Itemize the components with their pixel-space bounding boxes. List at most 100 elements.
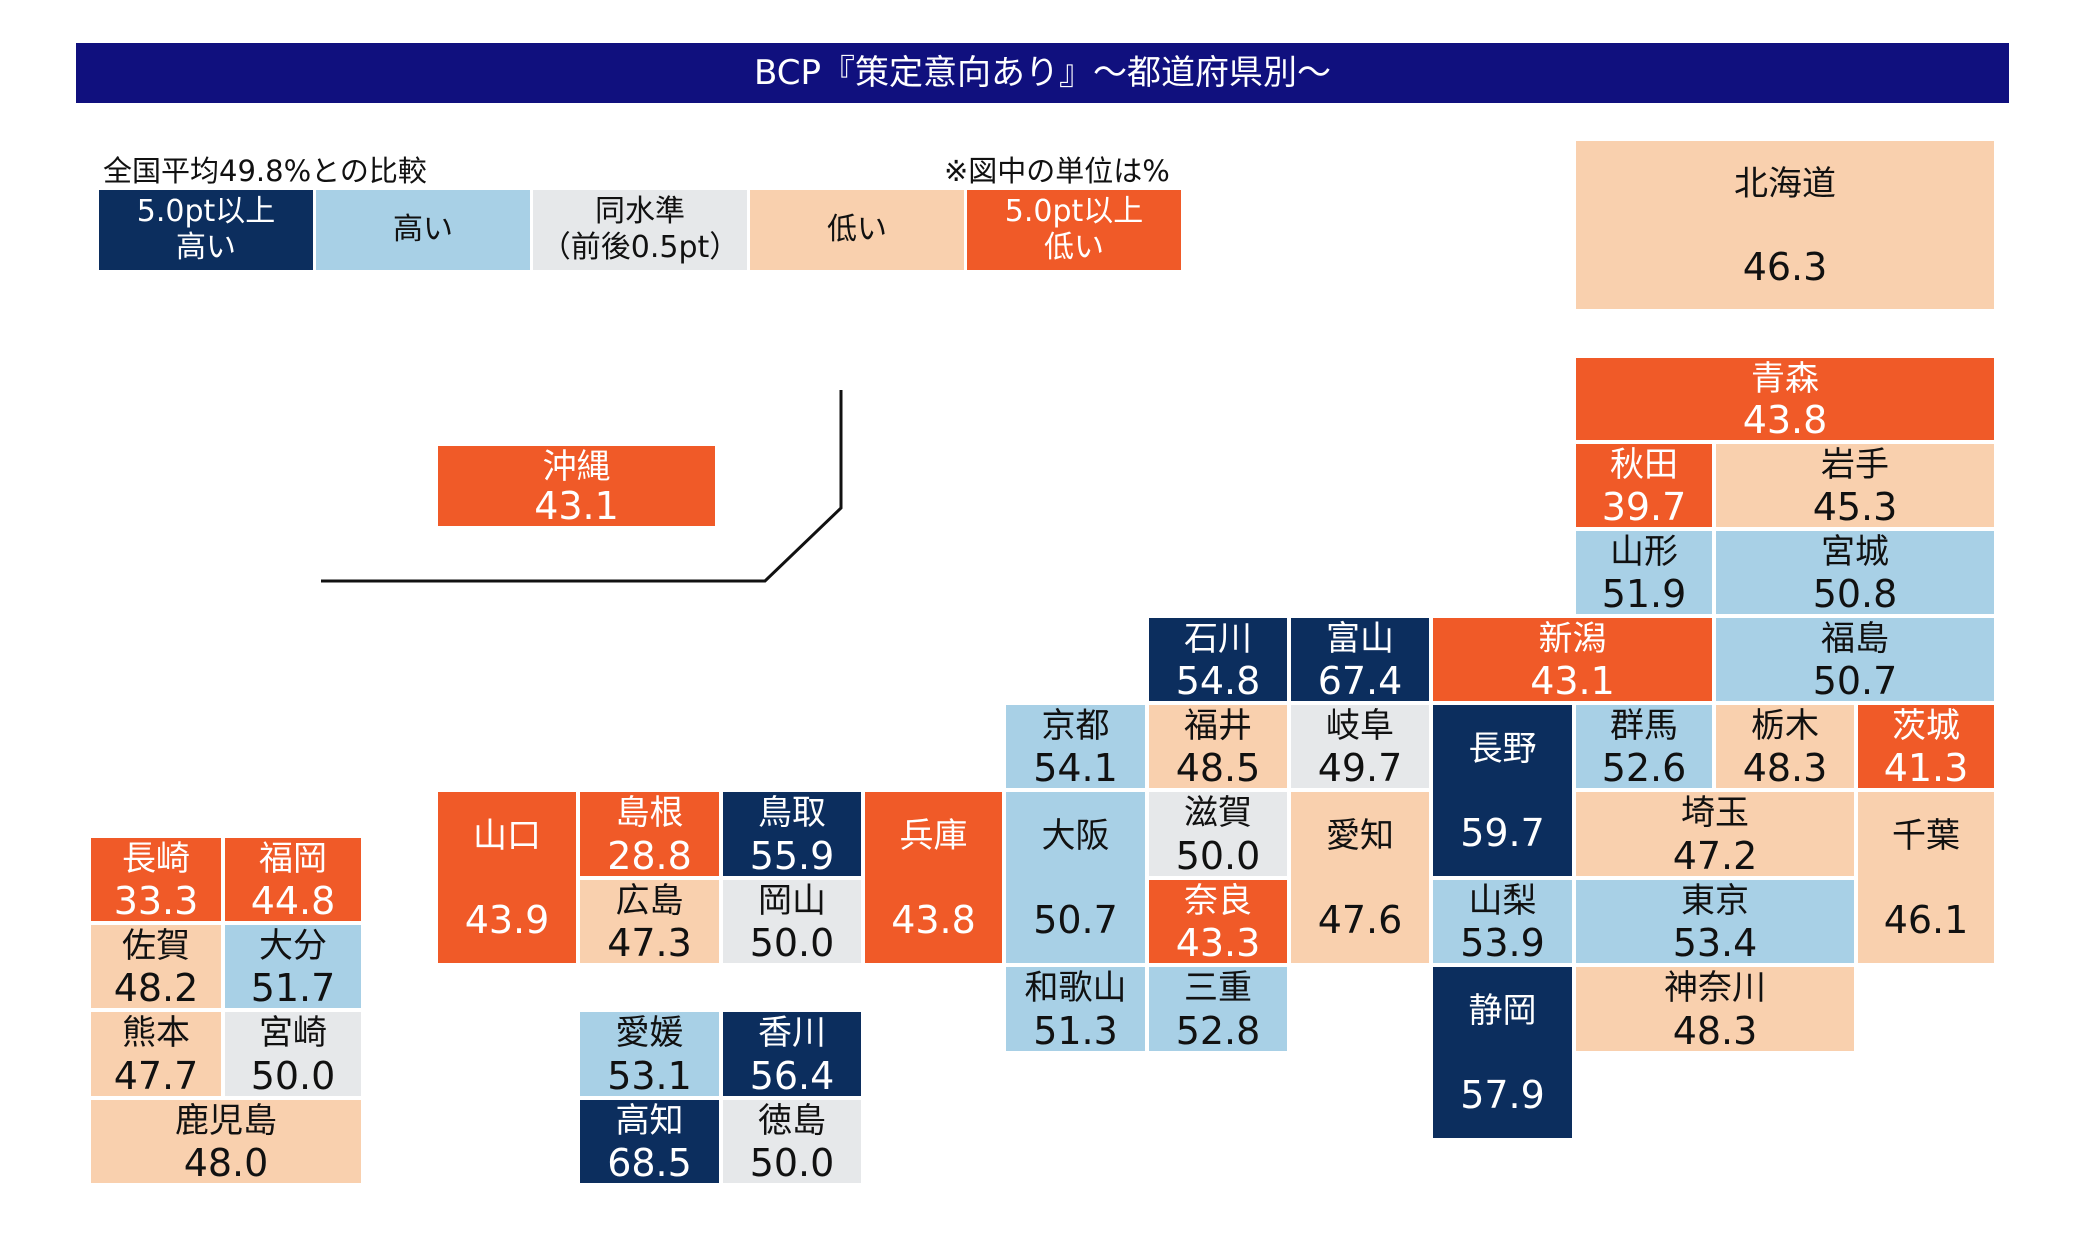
prefecture-name: 石川 [1184, 619, 1252, 659]
prefecture-value: 50.0 [749, 1141, 835, 1185]
prefecture-name: 大分 [259, 926, 327, 966]
prefecture-value: 49.7 [1317, 746, 1403, 790]
prefecture-tile: 埼玉 47.2 [1574, 790, 1856, 878]
prefecture-value: 33.3 [113, 879, 199, 923]
prefecture-tile: 栃木 48.3 [1714, 703, 1856, 790]
prefecture-tile: 広島 47.3 [578, 878, 721, 965]
prefecture-value: 44.8 [250, 879, 336, 923]
prefecture-tile: 岐阜 49.7 [1289, 703, 1431, 790]
prefecture-value: 52.8 [1175, 1009, 1261, 1053]
prefecture-tile: 静岡 57.9 [1431, 965, 1574, 1140]
prefecture-name: 福岡 [259, 839, 327, 879]
prefecture-tile: 香川 56.4 [721, 1010, 863, 1098]
prefecture-tile: 新潟 43.1 [1431, 616, 1714, 703]
prefecture-name: 和歌山 [1024, 968, 1127, 1008]
prefecture-value: 46.3 [1742, 245, 1828, 289]
prefecture-tile: 鳥取 55.9 [721, 790, 863, 878]
prefecture-value: 54.8 [1175, 659, 1261, 703]
prefecture-value: 48.3 [1672, 1009, 1758, 1053]
prefecture-tile: 鹿児島 48.0 [89, 1098, 363, 1185]
prefecture-name: 青森 [1751, 359, 1819, 399]
prefecture-tile: 神奈川 48.3 [1574, 965, 1856, 1053]
prefecture-value: 53.9 [1460, 921, 1545, 965]
prefecture-value: 50.0 [1175, 834, 1261, 878]
prefecture-name: 福島 [1821, 619, 1889, 659]
prefecture-value: 68.5 [607, 1141, 692, 1185]
prefecture-value: 50.8 [1812, 572, 1898, 616]
prefecture-name: 三重 [1184, 968, 1252, 1008]
page-title: BCP『策定意向あり』～都道府県別～ [76, 43, 2009, 103]
prefecture-value: 47.7 [113, 1054, 199, 1098]
legend-title: 全国平均49.8%との比較 [103, 154, 427, 188]
prefecture-name: 奈良 [1184, 881, 1252, 921]
prefecture-tile: 大分 51.7 [223, 923, 363, 1010]
prefecture-tile: 山口 43.9 [436, 790, 578, 965]
prefecture-name: 大阪 [1041, 815, 1110, 856]
prefecture-value: 50.7 [1812, 659, 1898, 703]
prefecture-value: 59.7 [1460, 811, 1545, 856]
prefecture-tile: 奈良 43.3 [1147, 878, 1289, 965]
prefecture-value: 47.6 [1317, 898, 1403, 943]
prefecture-value: 50.0 [250, 1054, 336, 1098]
prefecture-name: 岡山 [758, 881, 826, 921]
prefecture-tile: 高知 68.5 [578, 1098, 721, 1185]
prefecture-name: 香川 [758, 1013, 826, 1053]
prefecture-name: 宮崎 [259, 1013, 327, 1053]
prefecture-name: 岐阜 [1326, 706, 1394, 746]
prefecture-name: 兵庫 [899, 815, 968, 856]
prefecture-tile: 北海道 46.3 [1574, 139, 1996, 311]
prefecture-name: 高知 [615, 1101, 684, 1141]
prefecture-tile: 島根 28.8 [578, 790, 721, 878]
prefecture-name: 埼玉 [1681, 793, 1749, 833]
prefecture-tile: 沖縄 43.1 [436, 444, 717, 528]
prefecture-name: 北海道 [1734, 164, 1836, 204]
prefecture-name: 広島 [615, 881, 684, 921]
prefecture-tile: 長崎 33.3 [89, 836, 223, 923]
prefecture-value: 43.8 [891, 898, 976, 943]
prefecture-value: 43.1 [534, 484, 619, 528]
prefecture-value: 28.8 [607, 834, 692, 878]
prefecture-name: 山形 [1610, 532, 1678, 572]
prefecture-value: 47.2 [1672, 834, 1758, 878]
legend-swatch-much-lower: 5.0pt以上 低い [967, 190, 1181, 270]
prefecture-value: 51.9 [1601, 572, 1687, 616]
prefecture-tile: 京都 54.1 [1004, 703, 1147, 790]
legend-swatch-higher: 高い [316, 190, 530, 270]
prefecture-name: 島根 [615, 793, 684, 833]
prefecture-value: 45.3 [1812, 485, 1898, 529]
prefecture-tile: 富山 67.4 [1289, 616, 1431, 703]
prefecture-value: 48.0 [183, 1141, 269, 1185]
prefecture-value: 55.9 [749, 834, 835, 878]
prefecture-value: 43.8 [1742, 398, 1828, 442]
prefecture-tile: 大阪 50.7 [1004, 790, 1147, 965]
prefecture-name: 長野 [1468, 728, 1537, 769]
prefecture-name: 滋賀 [1184, 793, 1252, 833]
prefecture-name: 秋田 [1610, 445, 1678, 485]
prefecture-value: 47.3 [607, 921, 692, 965]
prefecture-tile: 宮城 50.8 [1714, 529, 1996, 616]
prefecture-value: 57.9 [1460, 1073, 1545, 1118]
prefecture-tile: 山梨 53.9 [1431, 878, 1574, 965]
prefecture-tile: 福井 48.5 [1147, 703, 1289, 790]
prefecture-tile: 福島 50.7 [1714, 616, 1996, 703]
prefecture-value: 53.1 [607, 1054, 692, 1098]
prefecture-tile: 徳島 50.0 [721, 1098, 863, 1185]
prefecture-value: 67.4 [1317, 659, 1403, 703]
prefecture-value: 50.0 [749, 921, 835, 965]
prefecture-tile: 秋田 39.7 [1574, 442, 1714, 529]
prefecture-name: 富山 [1326, 619, 1394, 659]
prefecture-tile: 長野 59.7 [1431, 703, 1574, 878]
prefecture-tile: 兵庫 43.8 [863, 790, 1004, 965]
prefecture-value: 41.3 [1883, 746, 1969, 790]
prefecture-name: 山梨 [1468, 881, 1537, 921]
legend-swatch-same: 同水準 （前後0.5pt） [533, 190, 747, 270]
prefecture-tile: 佐賀 48.2 [89, 923, 223, 1010]
prefecture-tile: 愛媛 53.1 [578, 1010, 721, 1098]
prefecture-tile: 群馬 52.6 [1574, 703, 1714, 790]
prefecture-name: 鹿児島 [175, 1101, 277, 1141]
prefecture-tile: 千葉 46.1 [1856, 790, 1996, 965]
prefecture-name: 熊本 [122, 1013, 190, 1053]
prefecture-value: 43.3 [1175, 921, 1261, 965]
prefecture-tile: 東京 53.4 [1574, 878, 1856, 965]
